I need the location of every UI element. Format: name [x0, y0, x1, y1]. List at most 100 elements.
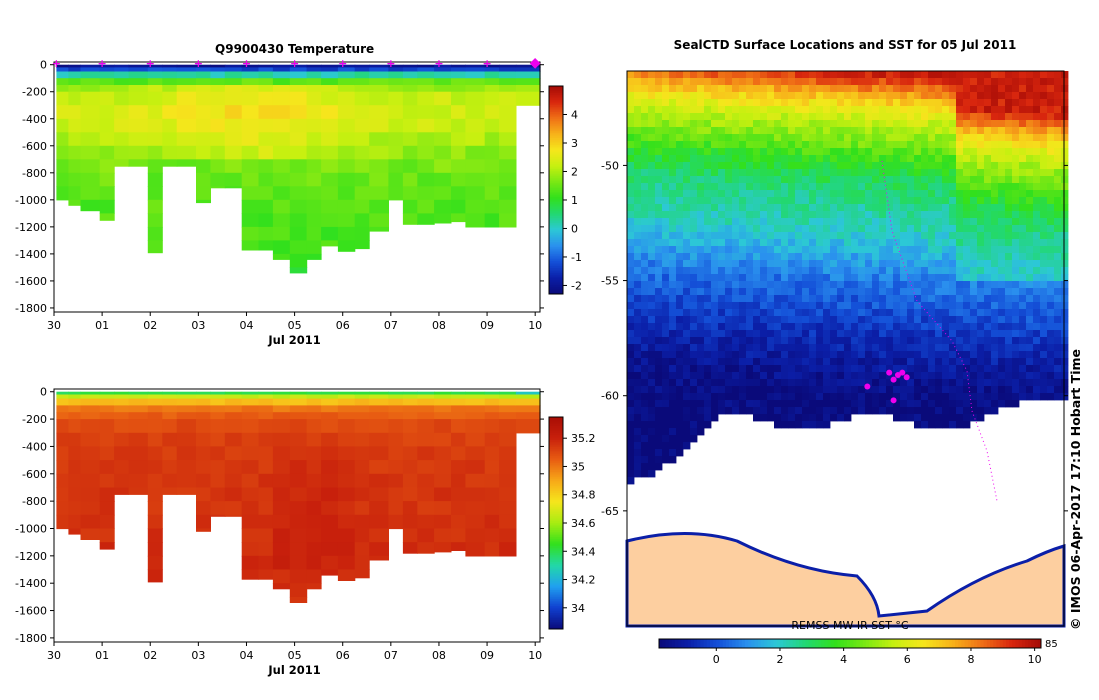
sst-cell: [956, 169, 964, 177]
y-tick-label: -800: [22, 495, 47, 508]
sst-cell: [802, 127, 810, 135]
sst-cell: [697, 288, 705, 296]
sst-cell: [907, 302, 915, 310]
sst-cell: [1005, 323, 1013, 331]
section-cell: [128, 64, 149, 68]
colorbar-swatch: [920, 639, 924, 648]
section-cell: [465, 398, 486, 406]
sst-cell: [1054, 267, 1062, 275]
section-cell: [484, 542, 500, 557]
sst-cell: [725, 393, 733, 401]
sst-cell: [634, 386, 642, 394]
sst-cell: [627, 407, 635, 415]
sst-cell: [774, 421, 782, 429]
section-cell: [388, 67, 404, 73]
section-cell: [68, 132, 81, 147]
sst-cell: [725, 71, 733, 79]
sst-cell: [963, 113, 971, 121]
sst-cell: [697, 316, 705, 324]
sst-cell: [914, 134, 922, 142]
sst-cell: [823, 379, 831, 387]
sst-cell: [907, 127, 915, 135]
sst-cell: [760, 176, 768, 184]
sst-cell: [1012, 393, 1020, 401]
sst-cell: [746, 246, 754, 254]
sst-cell: [662, 183, 670, 191]
section-cell: [68, 528, 81, 535]
colorbar-swatch: [549, 238, 563, 241]
colorbar-tick-label: 6: [904, 653, 911, 666]
sst-cell: [970, 260, 978, 268]
sst-cell: [781, 386, 789, 394]
sst-cell: [844, 330, 852, 338]
colorbar-swatch: [827, 639, 832, 648]
section-cell: [272, 199, 291, 214]
sst-cell: [1047, 239, 1055, 247]
section-cell: [499, 528, 517, 543]
sst-cell: [718, 379, 726, 387]
sst-cell: [991, 85, 999, 93]
sst-cell: [816, 78, 824, 86]
section-cell: [272, 240, 291, 255]
sst-cell: [858, 253, 866, 261]
sst-cell: [711, 407, 719, 415]
section-cell: [369, 226, 389, 232]
section-cell: [289, 267, 308, 274]
sst-cell: [648, 155, 656, 163]
section-cell: [176, 67, 197, 73]
sst-cell: [1047, 218, 1055, 226]
sst-cell: [823, 148, 831, 156]
sst-cell: [627, 351, 635, 359]
colorbar-swatch: [814, 639, 819, 648]
sst-cell: [1047, 120, 1055, 128]
section-cell: [321, 78, 339, 86]
section-cell: [176, 159, 197, 167]
sst-cell: [858, 323, 866, 331]
section-cell: [114, 473, 130, 489]
sst-cell: [816, 197, 824, 205]
sst-cell: [809, 85, 817, 93]
sst-cell: [739, 337, 747, 345]
sst-cell: [669, 176, 677, 184]
sst-cell: [711, 302, 719, 310]
sst-cell: [886, 78, 894, 86]
sst-cell: [851, 225, 859, 233]
sst-cell: [753, 225, 761, 233]
sst-cell: [718, 274, 726, 282]
sst-cell: [676, 316, 684, 324]
section-cell: [306, 226, 322, 241]
sst-cell: [725, 225, 733, 233]
colorbar-swatch: [549, 567, 563, 570]
section-cell: [434, 132, 452, 147]
sst-cell: [914, 344, 922, 352]
section-cell: [434, 64, 452, 68]
sst-cell: [655, 421, 663, 429]
section-cell: [289, 118, 308, 133]
sst-cell: [774, 169, 782, 177]
section-cell: [484, 67, 500, 73]
colorbar-swatch: [549, 162, 563, 165]
sst-cell: [781, 99, 789, 107]
sst-cell: [781, 295, 789, 303]
sst-cell: [1040, 344, 1048, 352]
sst-cell: [648, 190, 656, 198]
sst-cell: [830, 239, 838, 247]
section-cell: [147, 405, 163, 413]
sst-cell: [823, 386, 831, 394]
colorbar-swatch: [659, 639, 663, 648]
colorbar-swatch: [549, 538, 563, 542]
sst-cell: [886, 218, 894, 226]
colorbar-swatch: [792, 639, 797, 648]
section-cell: [128, 432, 149, 448]
sst-cell: [802, 295, 810, 303]
sst-cell: [795, 274, 803, 282]
sst-cell: [725, 407, 733, 415]
sst-cell: [949, 204, 957, 212]
sst-cell: [823, 155, 831, 163]
sst-cell: [865, 239, 873, 247]
section-cell: [369, 398, 389, 406]
sst-cell: [753, 302, 761, 310]
sst-cell: [732, 379, 740, 387]
sst-cell: [704, 407, 712, 415]
sst-cell: [767, 281, 775, 289]
